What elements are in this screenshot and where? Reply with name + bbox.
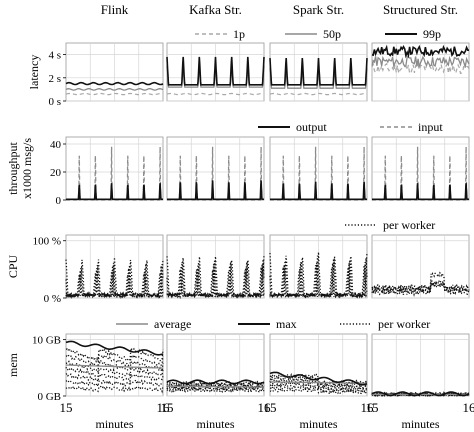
y-tick-label: 100 % [33,236,61,248]
mem-worker-line [65,385,164,394]
mem-max-line [65,340,164,356]
x-tick-label: 15 [366,400,379,415]
cpu-worker-line [371,271,470,298]
latency-p50-line [65,88,164,91]
latency-p99-line [65,81,164,86]
column-title: Spark Str. [293,2,344,17]
mem-average-line [66,364,163,369]
mem-worker-line [65,359,164,374]
y-tick-label: 40 [50,139,62,151]
mem-max-line [166,379,265,385]
legend-mem-per-worker-label: per worker [378,317,430,331]
legend-99p-label: 99p [423,27,441,41]
legend-50p-label: 50p [323,27,341,41]
y-tick-label: 20 [50,167,62,179]
cpu-worker-line [371,278,470,292]
y-tick-label: 10 GB [32,335,61,347]
mem-worker-line [65,366,164,378]
y-axis-label: throughput [6,142,20,195]
x-tick-label: 15 [60,400,73,415]
cpu-worker-line [269,265,368,299]
latency-p1-line [269,92,368,96]
mem-worker-line [65,353,164,368]
mem-max-line [371,391,470,397]
latency-p99-line [269,58,368,86]
latency-p1-line [166,92,265,96]
mem-worker-line [269,385,368,394]
latency-p1-line [65,92,164,96]
latency-p99-line [371,44,469,59]
y-tick-label: 0 GB [37,391,61,403]
latency-p1-line [371,62,470,76]
x-tick-label: 16 [157,400,171,415]
latency-p99-line [166,56,265,86]
cpu-worker-line [269,255,368,300]
legend-output-label: output [296,120,327,134]
cpu-worker-line [65,271,164,300]
mem-worker-line [269,380,368,390]
mem-worker-line [166,386,265,392]
throughput-output-line [66,183,163,201]
legend-average-label: average [154,317,191,331]
x-axis-label: minutes [300,417,338,431]
mem-worker-line [65,372,164,384]
x-tick-label: 15 [264,400,277,415]
column-title: Structured Str. [383,2,458,17]
x-axis-label: minutes [197,417,235,431]
legend-max-label: max [276,317,297,331]
mem-worker-line [270,387,367,395]
cpu-worker-line [166,267,265,299]
mem-worker-line [65,346,164,363]
y-axis-label: latency [27,55,41,90]
throughput-output-line [372,183,469,201]
x-tick-label: 16 [463,400,474,415]
x-tick-label: 15 [161,400,174,415]
mem-average-line [167,385,264,388]
throughput-output-line [167,180,264,201]
y-axis-label: x1000 msg/s [20,138,34,199]
x-tick-label: 16 [361,400,375,415]
column-title: Kafka Str. [189,2,242,17]
legend-input-label: input [418,120,443,134]
latency-p50-line [371,55,470,69]
cpu-worker-line [65,257,164,300]
y-tick-label: 4 s [48,50,61,62]
y-tick-label: 0 % [44,293,61,305]
y-tick-label: 2 s [48,73,61,85]
legend-1p-label: 1p [233,27,245,41]
cpu-worker-line [166,255,265,300]
x-axis-label: minutes [402,417,440,431]
x-axis-label: minutes [96,417,134,431]
y-axis-label: CPU [6,254,20,278]
mem-worker-line [65,378,164,389]
throughput-output-line [270,181,367,201]
cpu-worker-line [269,262,368,300]
mem-max-line [269,371,368,386]
cpu-worker-line [65,263,164,300]
mem-average-line [270,381,367,384]
x-tick-label: 16 [258,400,272,415]
column-title: Flink [101,2,129,17]
y-tick-label: 0 [56,195,62,207]
cpu-worker-line [371,280,470,295]
y-tick-label: 0 s [48,96,61,108]
y-axis-label: mem [6,352,20,377]
legend-per-worker-label: per worker [383,218,435,232]
mem-worker-line [269,378,368,389]
